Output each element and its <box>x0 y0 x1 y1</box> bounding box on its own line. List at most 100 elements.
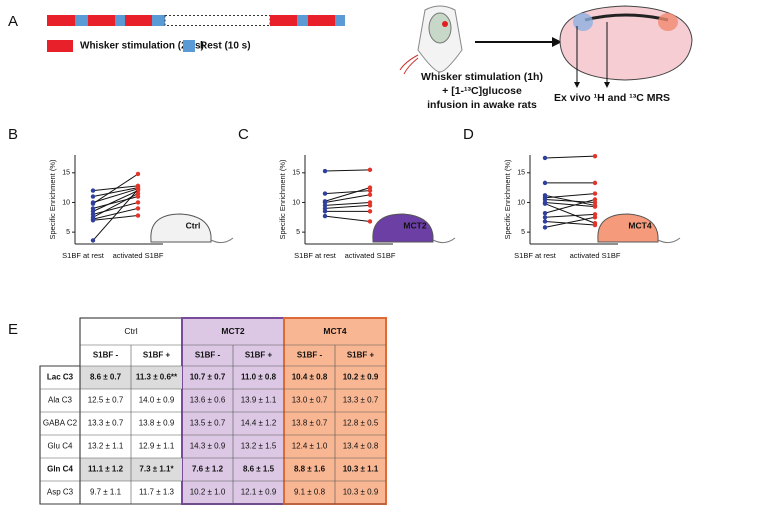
point <box>367 219 373 224</box>
table-cell: 11.7 ± 1.3 <box>139 488 174 497</box>
slope-line <box>544 203 596 224</box>
point <box>542 215 548 220</box>
animal <box>150 213 212 243</box>
table-cell: 14.0 ± 0.9 <box>139 396 175 405</box>
point <box>592 222 598 228</box>
slope-line <box>544 199 596 214</box>
animal <box>597 213 659 243</box>
table-cell: 13.6 ± 0.6 <box>190 396 226 405</box>
row-header: Asp C3 <box>47 488 74 497</box>
animal-tail <box>657 237 681 244</box>
point <box>367 167 373 173</box>
table-cell: 12.5 ± 0.7 <box>88 396 124 405</box>
protocol-text: Whisker stimulation (1h) <box>421 71 543 83</box>
table-cell: 13.0 ± 0.7 <box>292 396 328 405</box>
y-axis-label: Specific Enrichment (%) <box>48 159 57 240</box>
animal-tail <box>432 237 456 244</box>
table-cell: 10.7 ± 0.7 <box>190 373 226 382</box>
protocol-bar <box>47 15 345 26</box>
slope-line <box>324 215 371 222</box>
point <box>592 180 598 186</box>
point <box>592 197 598 202</box>
slope-line <box>92 190 139 212</box>
point <box>592 215 598 220</box>
animal-label: MCT2 <box>403 220 426 230</box>
table-cell: 13.2 ± 1.1 <box>88 442 124 451</box>
table-cell: 14.3 ± 0.9 <box>190 442 226 451</box>
row-header: GABA C2 <box>43 419 78 428</box>
slope-line <box>92 187 139 198</box>
point <box>90 194 96 199</box>
y-tick-label: 10 <box>292 199 300 206</box>
x-tick-label: S1BF at rest <box>514 251 557 260</box>
slope-line <box>544 216 596 228</box>
panel-label: D <box>463 126 474 143</box>
x-tick-label: S1BF at rest <box>62 251 105 260</box>
slope-line <box>544 201 596 208</box>
sub-header: S1BF + <box>347 351 375 360</box>
table-cell: 12.4 ± 1.0 <box>292 442 328 451</box>
legend-swatch <box>47 40 73 52</box>
point <box>322 191 328 196</box>
table-cell: 12.1 ± 0.9 <box>241 488 277 497</box>
table-cell: 10.2 ± 0.9 <box>343 373 379 382</box>
table-cell: 8.6 ± 1.5 <box>243 465 275 474</box>
sub-header: S1BF + <box>143 351 171 360</box>
point <box>90 218 96 223</box>
panel-label: B <box>8 126 18 143</box>
row-header: Ala C3 <box>48 396 73 405</box>
table-cell: 11.3 ± 0.6** <box>136 373 178 382</box>
point <box>135 206 141 211</box>
slope-line <box>92 173 139 205</box>
panel-label: C <box>238 126 249 143</box>
mrs-text: Ex vivo ¹H and ¹³C MRS <box>554 92 670 104</box>
y-tick-label: 5 <box>66 229 70 236</box>
protocol-text: infusion in awake rats <box>427 99 537 111</box>
y-axis-label: Specific Enrichment (%) <box>503 159 512 240</box>
point <box>322 168 328 174</box>
table-cell: 11.1 ± 1.2 <box>88 465 124 474</box>
y-tick-label: 10 <box>62 199 70 206</box>
table-cell: 10.4 ± 0.8 <box>292 373 328 382</box>
slope-line <box>92 201 139 215</box>
slope-line <box>92 215 139 221</box>
slope-line <box>92 196 139 209</box>
table-cell: 10.3 ± 1.1 <box>343 465 379 474</box>
table-cell: 7.3 ± 1.1* <box>139 465 174 474</box>
point <box>542 225 548 230</box>
table-cell: 13.8 ± 0.7 <box>292 419 328 428</box>
table-cell: 12.8 ± 0.5 <box>343 419 379 428</box>
point <box>542 201 548 206</box>
slope-line <box>544 155 596 159</box>
y-tick-label: 5 <box>296 229 300 236</box>
table-cell: 13.5 ± 0.7 <box>190 419 226 428</box>
row-header: Glu C4 <box>48 442 73 451</box>
table-cell: 13.9 ± 1.1 <box>241 396 277 405</box>
sub-header: S1BF - <box>297 351 323 360</box>
slope-line <box>92 189 139 241</box>
table-cell: 12.9 ± 1.1 <box>139 442 175 451</box>
table-cell: 7.6 ± 1.2 <box>192 465 224 474</box>
slope-line <box>544 193 596 199</box>
point <box>90 188 96 193</box>
point <box>322 213 328 219</box>
point <box>135 213 141 218</box>
animal-label: Ctrl <box>186 220 201 230</box>
x-tick-label: activated S1BF <box>345 251 396 260</box>
slope-line <box>324 204 371 209</box>
slope-line <box>92 207 139 220</box>
table-cell: 10.2 ± 1.0 <box>190 488 226 497</box>
table-cell: 14.4 ± 1.2 <box>241 419 277 428</box>
slope-line <box>544 213 596 218</box>
point <box>367 192 373 197</box>
rat-head <box>399 5 463 75</box>
y-axis-label: Specific Enrichment (%) <box>278 159 287 240</box>
sub-header: S1BF - <box>195 351 221 360</box>
panel-label: A <box>8 13 18 30</box>
y-tick-label: 15 <box>292 170 300 177</box>
table-cell: 13.8 ± 0.9 <box>139 419 175 428</box>
brain-slice <box>559 5 693 88</box>
slope-line <box>324 169 371 172</box>
group-header: Ctrl <box>124 326 137 336</box>
